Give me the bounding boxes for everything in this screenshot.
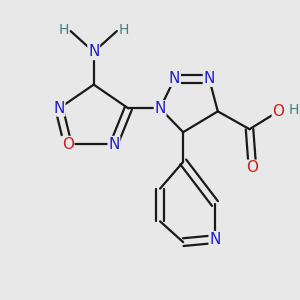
Text: N: N (203, 71, 215, 86)
Text: O: O (62, 136, 74, 152)
Text: N: N (154, 101, 166, 116)
Text: N: N (88, 44, 99, 59)
Text: N: N (108, 136, 120, 152)
Text: O: O (246, 160, 258, 175)
Text: N: N (209, 232, 220, 247)
Text: H: H (119, 22, 129, 37)
Text: H: H (58, 22, 69, 37)
Text: N: N (53, 101, 65, 116)
Text: H: H (289, 103, 299, 117)
Text: O: O (272, 104, 284, 119)
Text: N: N (169, 71, 180, 86)
